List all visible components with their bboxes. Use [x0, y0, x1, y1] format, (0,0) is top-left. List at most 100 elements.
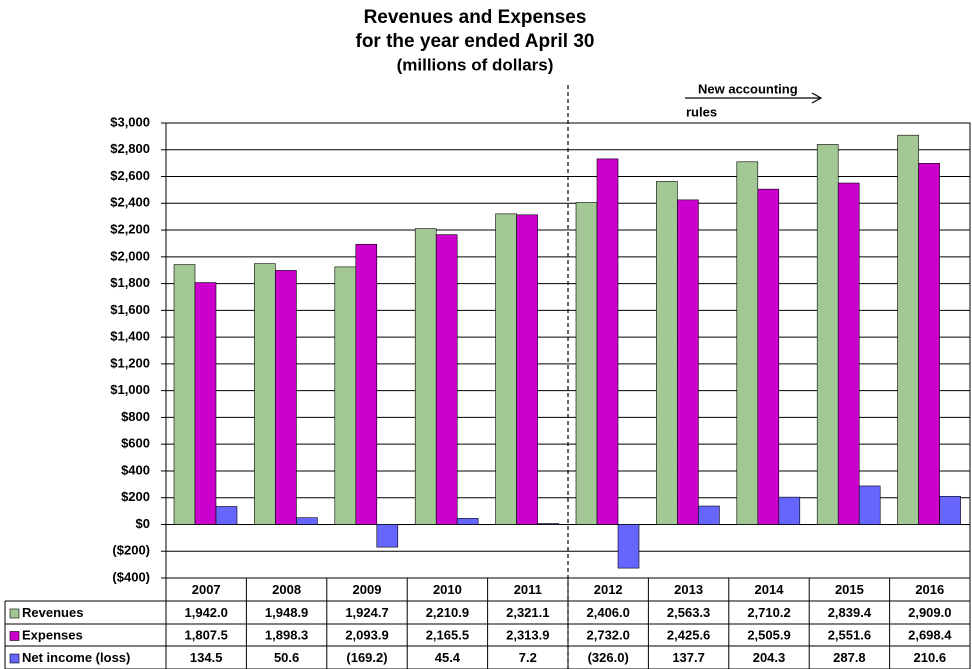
y-tick-label: $800: [121, 409, 150, 424]
data-label: 1,807.5: [185, 627, 228, 642]
bar: [656, 181, 678, 525]
x-tick-label: 2007: [192, 582, 221, 597]
x-tick-label: 2013: [674, 582, 703, 597]
y-tick-label: $2,600: [110, 168, 150, 183]
bar: [757, 188, 780, 525]
bar: [296, 517, 318, 525]
x-tick-label: 2014: [755, 582, 785, 597]
legend-label: Net income (loss): [22, 650, 130, 665]
annotation: New accounting: [698, 81, 798, 96]
bar: [414, 228, 437, 525]
bar: [918, 163, 940, 525]
data-label: (169.2): [346, 650, 387, 665]
data-label: 50.6: [274, 650, 299, 665]
y-tick-label: $3,000: [110, 114, 150, 129]
bar: [858, 485, 881, 525]
bar: [334, 266, 357, 525]
y-tick-label: $1,400: [110, 329, 150, 344]
bar: [677, 199, 699, 525]
bar: [778, 496, 801, 525]
data-label: 7.2: [519, 650, 537, 665]
bar: [275, 270, 297, 525]
y-tick-label: $2,800: [110, 141, 150, 156]
y-tick-label: $1,800: [110, 275, 150, 290]
legend-key: [9, 653, 20, 664]
y-tick-label: $200: [121, 489, 150, 504]
bar: [897, 134, 919, 525]
bar: [617, 524, 640, 569]
bar: [254, 263, 276, 525]
data-label: 204.3: [753, 650, 786, 665]
bar: [516, 214, 538, 525]
bar: [939, 495, 961, 525]
data-label: 45.4: [435, 650, 461, 665]
data-label: 2,406.0: [587, 605, 630, 620]
x-tick-label: 2012: [594, 582, 623, 597]
x-tick-label: 2009: [353, 582, 382, 597]
bar: [596, 158, 619, 525]
data-label: 1,898.3: [265, 627, 308, 642]
chart-subtitle: (millions of dollars): [397, 55, 554, 74]
bar: [376, 524, 399, 548]
data-label: (326.0): [588, 650, 629, 665]
y-tick-label: ($400): [112, 569, 150, 584]
data-label: 1,924.7: [345, 605, 388, 620]
chart-title: Revenues and Expenses: [364, 7, 587, 28]
y-tick-label: $2,000: [110, 248, 150, 263]
x-tick-label: 2016: [915, 582, 944, 597]
bar: [495, 213, 517, 525]
y-tick-label: $2,200: [110, 221, 150, 236]
bar: [816, 144, 839, 525]
data-label: 134.5: [190, 650, 223, 665]
y-tick-label: $1,000: [110, 382, 150, 397]
bar: [173, 264, 196, 525]
legend-key: [9, 608, 20, 619]
data-label: 2,321.1: [506, 605, 549, 620]
bar: [194, 282, 217, 525]
bar: [698, 505, 720, 525]
data-label: 2,563.3: [667, 605, 710, 620]
data-label: 2,909.0: [908, 605, 951, 620]
chart-title: for the year ended April 30: [356, 31, 595, 52]
legend-key: [9, 631, 20, 641]
data-label: 137.7: [672, 650, 705, 665]
x-tick-label: 2008: [272, 582, 301, 597]
data-label: 2,165.5: [426, 627, 469, 642]
bar: [837, 182, 860, 525]
y-tick-label: $400: [121, 462, 150, 477]
annotation: rules: [686, 104, 717, 119]
data-label: 2,093.9: [345, 627, 388, 642]
data-label: 2,551.6: [828, 627, 871, 642]
y-tick-label: $2,400: [110, 195, 150, 210]
data-label: 2,313.9: [506, 627, 549, 642]
x-tick-label: 2015: [835, 582, 864, 597]
bar: [435, 234, 458, 525]
y-tick-label: $1,200: [110, 355, 150, 370]
data-label: 287.8: [833, 650, 866, 665]
bar: [575, 202, 598, 525]
data-label: 2,505.9: [747, 627, 790, 642]
data-label: 2,425.6: [667, 627, 710, 642]
bar: [355, 243, 378, 525]
legend-label: Revenues: [22, 605, 83, 620]
data-label: 2,710.2: [747, 605, 790, 620]
data-label: 2,839.4: [828, 605, 872, 620]
y-tick-label: $1,600: [110, 302, 150, 317]
bar: [215, 506, 238, 525]
x-tick-label: 2011: [514, 582, 542, 597]
bar: [736, 161, 759, 525]
bar: [537, 523, 559, 525]
data-label: 2,210.9: [426, 605, 469, 620]
legend-label: Expenses: [22, 627, 83, 642]
data-label: 1,942.0: [185, 605, 228, 620]
x-tick-label: 2010: [433, 582, 462, 597]
data-label: 2,698.4: [908, 627, 952, 642]
y-tick-label: $0: [136, 516, 150, 531]
data-label: 2,732.0: [587, 627, 630, 642]
bar: [456, 518, 479, 525]
y-tick-label: $600: [121, 436, 150, 451]
data-label: 210.6: [914, 650, 947, 665]
y-tick-label: ($200): [112, 543, 150, 558]
annotation-arrow: [685, 92, 823, 104]
